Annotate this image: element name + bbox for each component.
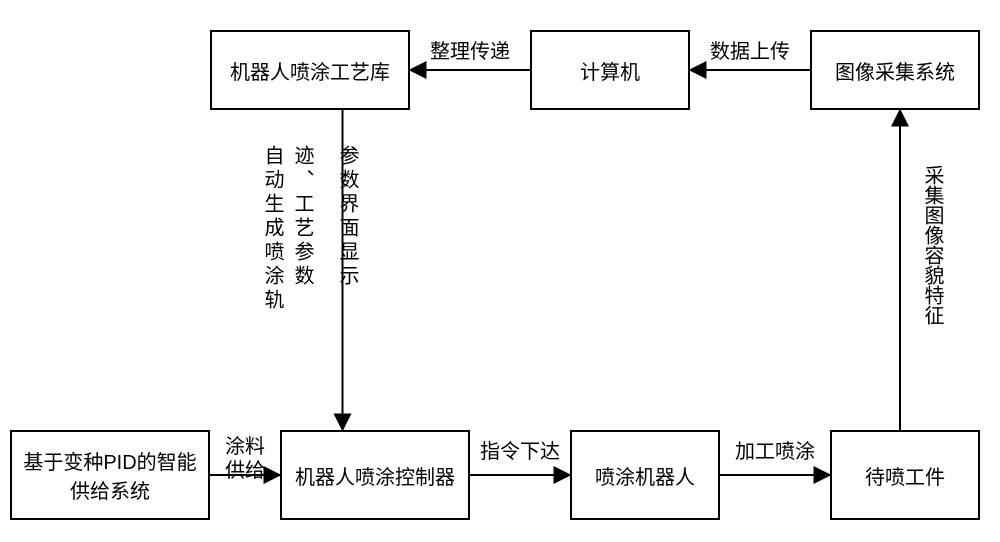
node-img_acq: 图像采集系统	[810, 30, 980, 110]
node-label: 图像采集系统	[835, 56, 955, 85]
node-label: 喷涂机器人	[595, 461, 695, 490]
node-workpiece: 待喷工件	[830, 430, 980, 520]
node-controller: 机器人喷涂控制器	[280, 430, 470, 520]
vlabel-v3: 参数界面显示	[335, 145, 359, 289]
vlabel-v1: 自动生成喷涂轨	[260, 145, 284, 313]
edge-label-e4: 采集图像容貌特征	[920, 165, 944, 325]
node-supply: 基于变种PID的智能 供给系统	[10, 430, 210, 520]
vlabel-v2: 迹、工艺参数	[290, 145, 314, 289]
edge-label-e7: 加工喷涂	[735, 440, 815, 464]
node-process_lib: 机器人喷涂工艺库	[210, 30, 410, 110]
node-computer: 计算机	[530, 30, 690, 110]
edge-label-e5: 涂料 供给	[225, 435, 265, 483]
edge-label-e6: 指令下达	[480, 440, 560, 464]
edge-label-e2: 数据上传	[710, 40, 790, 64]
node-label: 基于变种PID的智能 供给系统	[23, 446, 196, 504]
node-label: 待喷工件	[865, 461, 945, 490]
edge-label-e1: 整理传递	[430, 40, 510, 64]
node-label: 机器人喷涂控制器	[295, 461, 455, 490]
node-robot: 喷涂机器人	[570, 430, 720, 520]
node-label: 机器人喷涂工艺库	[230, 56, 390, 85]
node-label: 计算机	[580, 56, 640, 85]
flow-diagram: 机器人喷涂工艺库 计算机 图像采集系统基于变种PID的智能 供给系统 机器人喷涂控制器…	[0, 0, 1000, 542]
